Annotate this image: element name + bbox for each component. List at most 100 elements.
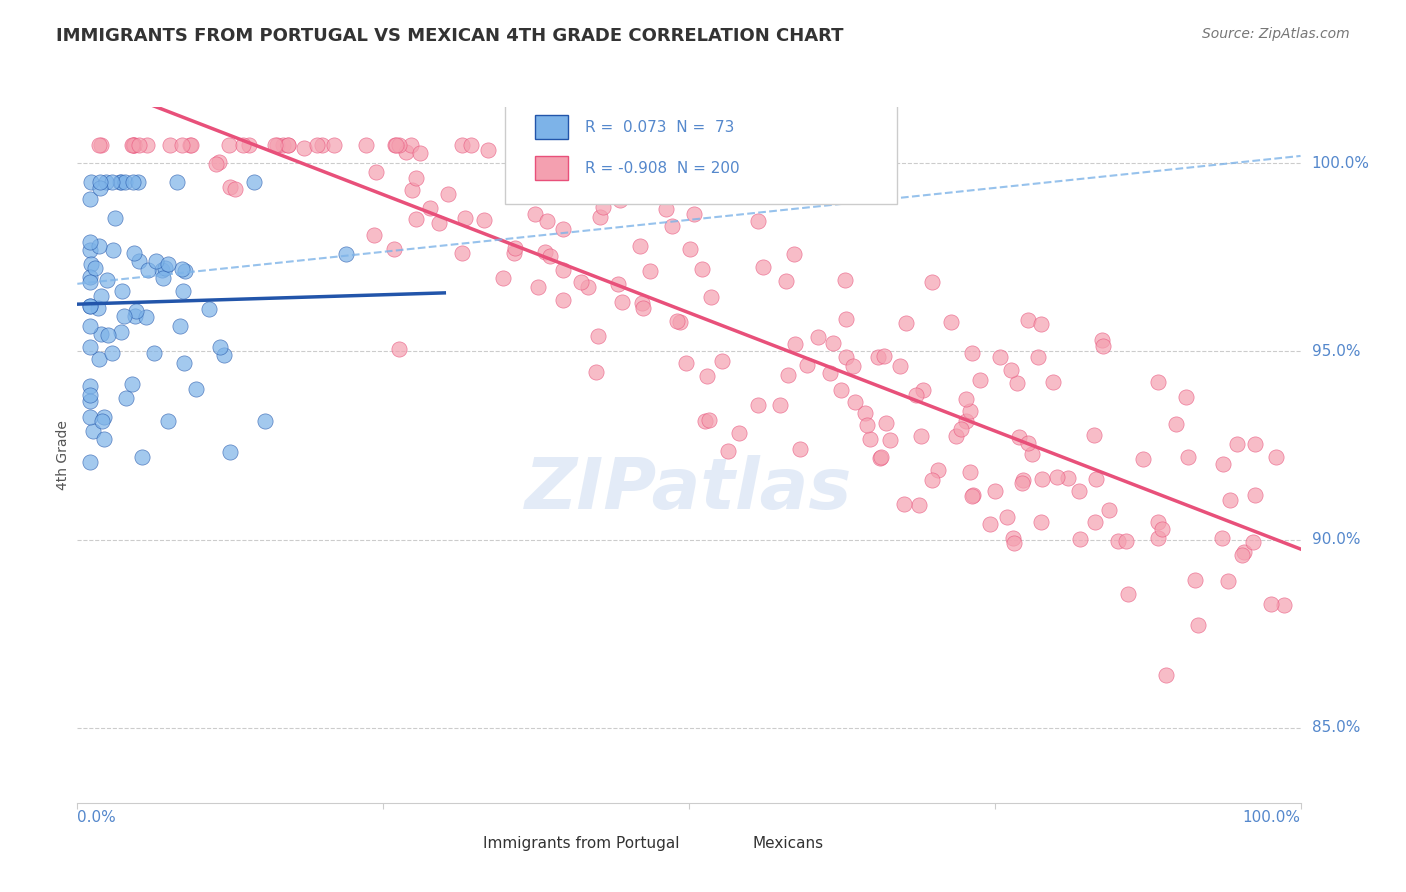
Point — [108, 175, 131, 189]
Point — [592, 200, 614, 214]
Point — [264, 137, 287, 152]
Point — [136, 137, 159, 152]
Point — [1187, 618, 1209, 632]
Point — [311, 137, 333, 152]
Point — [533, 141, 555, 155]
Point — [1226, 437, 1249, 451]
Point — [962, 488, 984, 502]
Point — [524, 207, 547, 221]
Point — [122, 246, 145, 260]
Point — [429, 216, 451, 230]
Point — [454, 211, 477, 225]
Point — [1146, 515, 1168, 529]
Point — [156, 414, 179, 428]
Point — [218, 137, 240, 152]
Point — [84, 260, 107, 275]
Point — [89, 351, 111, 366]
Point — [728, 426, 751, 441]
Point — [834, 273, 856, 287]
Point — [477, 143, 499, 157]
Point — [79, 379, 101, 393]
Point — [959, 465, 981, 479]
Point — [292, 141, 315, 155]
Point — [93, 410, 115, 425]
Point — [752, 260, 775, 274]
Point — [82, 425, 104, 439]
Point — [1230, 548, 1253, 562]
Point — [115, 391, 138, 405]
Point — [1147, 375, 1170, 389]
Point — [1115, 533, 1137, 548]
Point — [131, 450, 153, 464]
Point — [655, 202, 678, 216]
Point — [170, 137, 193, 152]
Point — [796, 358, 818, 372]
Point — [1017, 312, 1039, 326]
Point — [783, 337, 806, 351]
Point — [122, 137, 145, 152]
Point — [1241, 535, 1264, 549]
Point — [388, 342, 411, 356]
Point — [682, 207, 704, 221]
FancyBboxPatch shape — [534, 115, 568, 139]
Point — [1012, 473, 1035, 487]
Point — [135, 310, 157, 324]
Point — [1098, 502, 1121, 516]
Point — [526, 280, 548, 294]
Point — [579, 173, 602, 187]
Point — [1211, 531, 1233, 545]
Point — [173, 356, 195, 370]
Point — [128, 137, 150, 152]
Point — [266, 137, 288, 152]
Point — [889, 359, 911, 373]
Point — [1001, 531, 1024, 545]
Text: Mexicans: Mexicans — [752, 836, 824, 851]
Point — [205, 157, 228, 171]
Point — [783, 247, 806, 261]
Point — [1069, 532, 1091, 546]
Point — [807, 330, 830, 344]
Point — [540, 161, 562, 176]
Point — [1046, 470, 1069, 484]
Point — [776, 368, 799, 382]
Point — [145, 254, 167, 268]
Point — [224, 182, 246, 196]
Point — [363, 228, 385, 243]
Point — [159, 137, 181, 152]
Point — [166, 175, 188, 189]
Point — [79, 319, 101, 334]
Point — [385, 137, 408, 152]
Point — [219, 445, 242, 459]
Y-axis label: 4th Grade: 4th Grade — [56, 420, 70, 490]
Point — [405, 171, 427, 186]
Point — [879, 433, 901, 447]
Text: 100.0%: 100.0% — [1243, 810, 1301, 825]
Point — [87, 239, 110, 253]
Point — [927, 463, 949, 477]
Point — [609, 194, 631, 208]
Point — [100, 346, 122, 360]
Point — [1107, 533, 1129, 548]
Point — [174, 263, 197, 277]
Point — [307, 137, 329, 152]
Point — [90, 289, 112, 303]
Point — [912, 384, 935, 398]
Point — [273, 137, 295, 152]
Point — [79, 409, 101, 424]
Point — [551, 221, 574, 235]
Point — [1002, 536, 1025, 550]
Point — [79, 455, 101, 469]
Text: 100.0%: 100.0% — [1312, 156, 1369, 171]
Point — [873, 349, 896, 363]
Point — [1184, 573, 1206, 587]
Point — [875, 416, 897, 430]
Point — [607, 277, 630, 291]
Point — [856, 417, 879, 432]
Point — [835, 311, 858, 326]
Point — [1005, 376, 1028, 391]
Point — [1244, 488, 1267, 502]
Point — [679, 243, 702, 257]
Point — [96, 273, 118, 287]
Point — [472, 213, 495, 227]
Point — [945, 429, 967, 443]
